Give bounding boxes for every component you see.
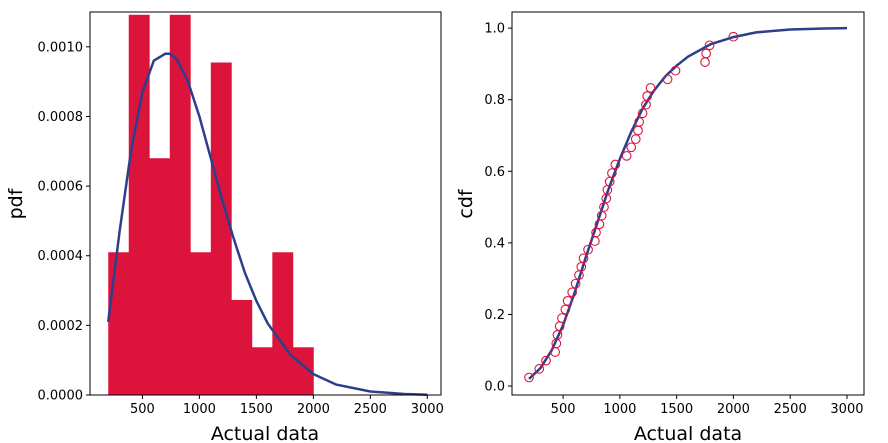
histogram-bar [149,158,171,395]
histogram-bar [169,14,191,395]
pdf-y-ticks: 0.0000 0.0002 0.0004 0.0006 0.0008 0.0010 [38,40,90,404]
cdf-point [541,355,551,366]
pdf-y-tick-label: 0.0010 [38,40,84,55]
cdf-point [550,347,560,357]
cdf-y-axis-title: cdf [455,188,477,219]
cdf-y-ticks: 0.0 0.2 0.4 0.6 0.8 1.0 [484,22,512,395]
cdf-y-tick-label: 0.2 [484,308,505,323]
cdf-point [604,176,615,187]
cdf-point [645,83,656,93]
cdf-point [728,31,739,42]
cdf-point [633,125,643,136]
pdf-x-tick-label: 2500 [354,402,387,417]
pdf-y-tick-label: 0.0008 [38,110,84,125]
cdf-x-tick-label: 3000 [830,402,863,417]
histogram-bar [128,14,150,395]
cdf-point [524,372,534,383]
cdf-point [642,91,652,101]
cdf-x-ticks: 500 1000 1500 2000 2500 3000 [551,395,864,417]
pdf-plot-frame [89,11,442,396]
cdf-y-tick-label: 0.0 [484,380,505,395]
pdf-x-axis-title: Actual data [211,423,319,443]
histogram-bar [231,299,253,395]
cdf-points [524,31,739,383]
cdf-point [562,296,573,306]
cdf-x-tick-label: 500 [551,402,576,417]
cdf-y-tick-label: 0.4 [484,236,505,251]
cdf-point [594,219,605,230]
cdf-y-tick-label: 1.0 [484,22,505,37]
pdf-x-tick-label: 1500 [240,402,273,417]
cdf-x-tick-label: 1500 [660,402,693,417]
cdf-point [570,278,581,289]
pdf-y-tick-label: 0.0004 [38,249,84,264]
cdf-x-tick-label: 2000 [717,402,750,417]
cdf-point [626,142,637,153]
cdf-plot-frame [511,11,865,396]
histogram-bar [292,347,314,395]
pdf-x-tick-label: 1000 [183,402,216,417]
histogram-bar [272,252,294,395]
cdf-point [700,57,710,67]
cdf-point [567,287,578,298]
cdf-point [670,65,681,76]
cdf-scatter-plot: 500 1000 1500 2000 2500 3000 0.0 0.2 0.4 0.6 0.8 1… [455,11,865,443]
cdf-point [591,227,601,238]
cdf-point [704,40,715,51]
cdf-point [701,48,712,59]
cdf-x-axis-title: Actual data [634,423,742,443]
cdf-point [599,202,609,212]
histogram-bar [251,347,273,395]
cdf-point [583,244,593,255]
cdf-point [607,168,617,178]
pdf-y-tick-label: 0.0006 [38,180,84,195]
cdf-point [534,364,545,374]
pdf-y-tick-label: 0.0000 [38,389,84,404]
pdf-fit-curve [106,52,428,396]
cdf-y-tick-label: 0.8 [484,93,505,108]
histogram-bar [190,252,212,395]
cdf-point [630,134,641,144]
cdf-x-tick-label: 1000 [603,402,636,417]
histogram-bar [108,252,130,395]
cdf-point [596,210,607,221]
pdf-x-tick-label: 3000 [411,402,444,417]
pdf-y-axis-title: pdf [5,187,27,219]
cdf-point [552,330,563,340]
pdf-x-tick-label: 2000 [297,402,330,417]
cdf-point [637,108,648,119]
cdf-point [560,304,571,315]
cdf-point [557,313,567,323]
cdf-point [576,262,587,272]
cdf-fit-curve [528,26,848,380]
cdf-point [662,74,673,85]
histogram-bars [108,14,314,396]
pdf-y-tick-label: 0.0002 [38,319,84,334]
cdf-point [578,253,589,264]
pdf-x-tick-label: 500 [130,402,155,417]
cdf-point [621,151,632,161]
cdf-x-tick-label: 2500 [774,402,807,417]
cdf-y-tick-label: 0.6 [484,165,505,180]
pdf-x-ticks: 500 1000 1500 2000 2500 3000 [130,395,444,417]
cdf-point [634,117,645,127]
cdf-point [610,159,621,170]
pdf-histogram-plot: 500 1000 1500 2000 2500 3000 0.00000.00020.00… [5,11,444,443]
histogram-bar [210,62,232,396]
